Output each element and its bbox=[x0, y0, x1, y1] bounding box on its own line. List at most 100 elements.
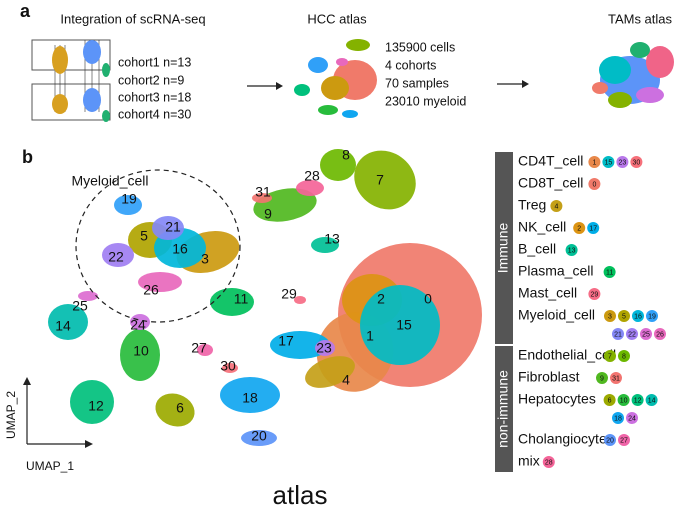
group-label: non-immune bbox=[495, 370, 511, 448]
hcc-title: HCC atlas bbox=[307, 11, 367, 26]
legend-badge-label: 19 bbox=[648, 313, 656, 320]
legend-badge-label: 27 bbox=[620, 437, 628, 444]
legend-badge-label: 16 bbox=[634, 313, 642, 320]
cohort: cohort2 n=9 bbox=[118, 73, 184, 87]
cluster-label: 22 bbox=[108, 249, 124, 265]
legend-badge bbox=[550, 200, 563, 212]
cluster-label: 10 bbox=[133, 343, 149, 359]
cluster-cells bbox=[354, 150, 416, 210]
legend-badge-label: 21 bbox=[614, 331, 622, 338]
legend-item: Myeloid_cell bbox=[518, 307, 595, 323]
cluster-label: 27 bbox=[191, 340, 207, 356]
legend-badge-label: 9 bbox=[600, 375, 604, 382]
legend-badge-label: 13 bbox=[568, 247, 576, 254]
legend-badge-label: 17 bbox=[589, 225, 597, 232]
legend-item: CD8T_cell bbox=[518, 175, 583, 191]
legend-badge bbox=[604, 434, 616, 446]
legend-badge bbox=[565, 244, 578, 256]
legend-badge bbox=[632, 310, 644, 322]
cluster-cells bbox=[222, 363, 238, 373]
cluster-label: 14 bbox=[55, 318, 71, 334]
legend-badge-label: 6 bbox=[608, 397, 612, 404]
cluster-cells bbox=[311, 237, 339, 253]
legend-badge-label: 5 bbox=[622, 313, 626, 320]
hcc-stat: 70 samples bbox=[385, 76, 449, 90]
legend-badge bbox=[587, 222, 600, 234]
legend-badge bbox=[618, 310, 630, 322]
legend-badge-label: 24 bbox=[628, 415, 636, 422]
cluster-label: 24 bbox=[130, 317, 146, 333]
cluster-label: 11 bbox=[234, 291, 249, 307]
legend-badge bbox=[617, 394, 630, 406]
legend-badge-label: 3 bbox=[608, 313, 612, 320]
legend-badge-label: 11 bbox=[606, 269, 613, 276]
umap-axes bbox=[23, 377, 93, 448]
legend-badge-label: 15 bbox=[605, 159, 613, 166]
legend-badge bbox=[618, 434, 630, 446]
legend-badge-label: 30 bbox=[633, 159, 641, 166]
cluster-cells bbox=[241, 430, 277, 446]
legend-badge-label: 22 bbox=[628, 331, 636, 338]
legend-badge bbox=[626, 328, 638, 340]
legend-badge bbox=[612, 412, 624, 424]
cluster-label: 7 bbox=[376, 172, 384, 188]
group-bar bbox=[495, 152, 513, 344]
y-axis-label: UMAP_2 bbox=[4, 391, 18, 439]
legend-badge bbox=[631, 394, 644, 406]
cluster-cells bbox=[315, 340, 335, 356]
cluster-cells bbox=[102, 243, 134, 267]
cluster-cells bbox=[294, 296, 306, 304]
hcc-stat: 135900 cells bbox=[385, 40, 455, 54]
legend-badge bbox=[542, 456, 555, 468]
legend-badge bbox=[618, 350, 630, 362]
panel-label: b bbox=[22, 147, 33, 167]
cluster-label: 21 bbox=[165, 219, 181, 235]
legend-badge-label: 2 bbox=[577, 225, 581, 232]
legend-badge-label: 31 bbox=[612, 375, 620, 382]
legend-badge-label: 26 bbox=[656, 331, 664, 338]
legend-badge-label: 1 bbox=[592, 159, 596, 166]
cluster-label: 15 bbox=[396, 317, 412, 333]
legend-badge bbox=[612, 328, 624, 340]
legend-badge bbox=[573, 222, 586, 234]
legend-badge-label: 20 bbox=[606, 437, 614, 444]
cluster-label: 12 bbox=[88, 398, 104, 414]
legend-badge-label: 12 bbox=[634, 397, 642, 404]
cluster-label: 19 bbox=[121, 191, 137, 207]
legend-badge bbox=[596, 372, 608, 384]
legend-item: Fibroblast bbox=[518, 369, 580, 385]
legend-badge bbox=[645, 394, 658, 406]
legend-badge bbox=[640, 328, 652, 340]
legend-badge bbox=[588, 156, 601, 168]
cluster-label: 29 bbox=[281, 286, 297, 302]
legend-badge bbox=[646, 310, 658, 322]
cluster-cells bbox=[296, 180, 324, 196]
legend-item: Plasma_cell bbox=[518, 263, 593, 279]
cluster-cells bbox=[197, 344, 213, 356]
legend-badge bbox=[616, 156, 629, 168]
legend-badge-label: 0 bbox=[592, 181, 596, 188]
cluster-label: 9 bbox=[264, 206, 272, 222]
legend-badge bbox=[626, 412, 638, 424]
integration-diagram bbox=[31, 39, 111, 122]
legend-item: CD4T_cell bbox=[518, 153, 583, 169]
integration-title: Integration of scRNA-seq bbox=[60, 11, 205, 26]
cluster-cells bbox=[305, 356, 355, 388]
cluster-cells bbox=[78, 291, 98, 301]
group-label: Immune bbox=[495, 223, 511, 274]
hcc-stat: 23010 myeloid bbox=[385, 94, 466, 108]
cluster-cells bbox=[220, 377, 280, 413]
myeloid-outline bbox=[75, 169, 241, 323]
arrow bbox=[497, 80, 529, 88]
cluster-cells bbox=[152, 216, 184, 240]
cluster-label: 20 bbox=[251, 428, 267, 444]
cohort: cohort4 n=30 bbox=[118, 107, 191, 121]
legend-badge bbox=[604, 350, 616, 362]
group-bar bbox=[495, 346, 513, 472]
cluster-label: 25 bbox=[72, 298, 88, 314]
cluster-cells bbox=[130, 314, 150, 330]
cluster-cells bbox=[270, 331, 330, 359]
cluster-label: 8 bbox=[342, 147, 350, 163]
tams-title: TAMs atlas bbox=[608, 11, 673, 26]
